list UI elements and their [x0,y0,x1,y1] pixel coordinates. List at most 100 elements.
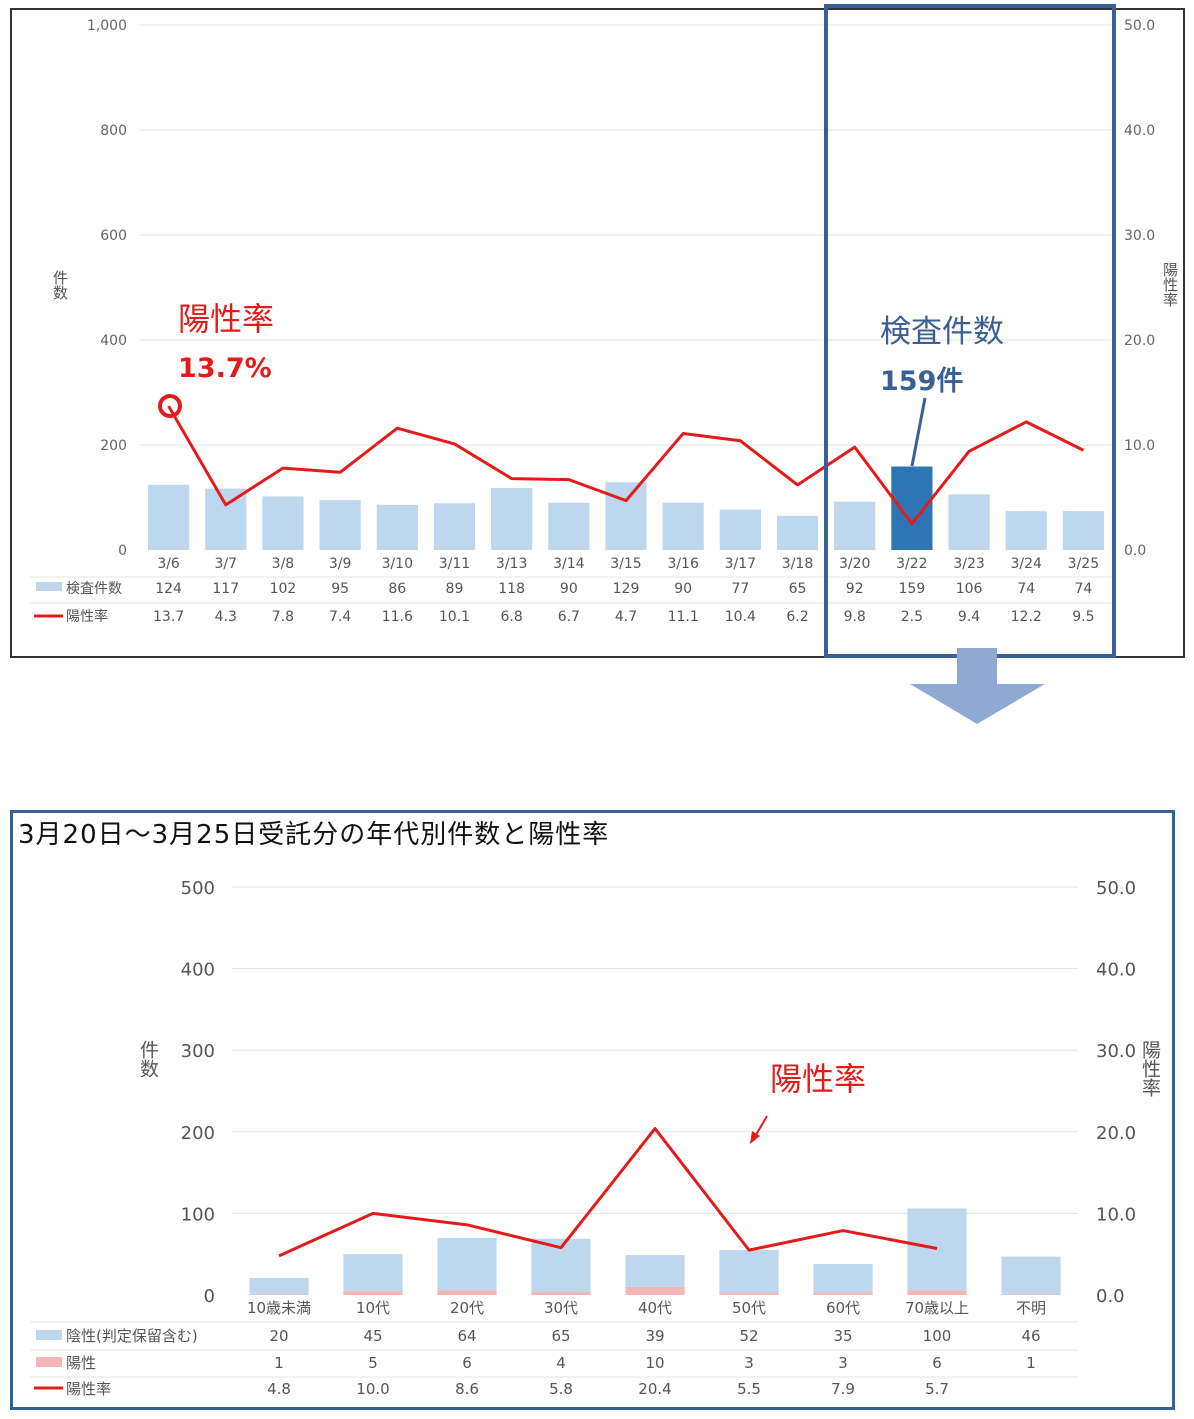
table-count-value: 102 [270,581,297,597]
y-right-tick: 40.0 [1124,123,1155,139]
table-count-value: 129 [613,581,640,597]
legend-line-label: 陽性率 [66,608,108,625]
annotation-count-label: 検査件数 [880,314,1004,350]
y-right-tick: 20.0 [1124,333,1155,349]
top-y-right-label: 陽性率 [1161,262,1179,307]
legend-line-label: 陽性率 [66,1380,111,1398]
x-tick-label: 3/22 [896,556,927,572]
bar [491,488,533,550]
y-right-tick: 10.0 [1124,438,1155,454]
bar [948,494,990,550]
table-negative-value: 52 [739,1327,758,1345]
table-positive-value: 6 [462,1354,472,1372]
table-count-value: 74 [1074,581,1092,597]
rate-line [278,1127,938,1258]
annotation-count-value: 159件 [880,366,963,397]
x-tick-label: 3/11 [439,556,470,572]
bottom-y-left-label: 件数 [137,1040,159,1078]
x-tick-label: 3/10 [382,556,413,572]
bar-negative [437,1237,497,1291]
table-rate-value: 7.8 [272,609,294,625]
table-rate-value: 9.5 [1072,609,1094,625]
y-left-tick: 400 [181,960,215,981]
table-rate-value: 4.3 [215,609,237,625]
table-count-value: 89 [446,581,464,597]
x-tick-label: 3/24 [1011,556,1043,572]
top-y-left-label: 件数 [51,270,69,300]
annotation-rate-label: 陽性率 [178,300,274,338]
table-negative-value: 20 [269,1327,288,1345]
x-tick-label: 30代 [544,1299,578,1317]
bottom-chart-frame [10,810,1175,1410]
bar [1062,511,1104,550]
y-right-tick: 50.0 [1096,878,1136,899]
bar [433,503,476,550]
table-count-value: 86 [388,581,406,597]
x-tick-label: 3/20 [839,556,870,572]
table-count-value: 77 [731,581,749,597]
x-tick-label: 3/18 [782,556,813,572]
table-positive-value: 4 [556,1354,566,1372]
down-arrow-icon [910,648,1045,724]
y-left-tick: 300 [181,1041,215,1062]
table-count-value: 118 [498,581,525,597]
x-tick-label: 3/8 [272,556,295,572]
bar [834,501,876,550]
x-tick-label: 3/17 [725,556,756,572]
bar [719,509,761,550]
table-rate-value: 6.7 [558,609,580,625]
table-count-value: 90 [674,581,692,597]
bar [776,515,819,550]
bar [662,502,704,550]
legend-positive-label: 陽性 [66,1354,96,1372]
x-tick-label: 3/6 [157,556,180,572]
y-left-tick: 0 [204,1286,215,1307]
table-rate-value: 6.8 [501,609,523,625]
table-negative-value: 65 [551,1327,570,1345]
top-chart: 1,000 800 600 400 200 0 50.0 40.0 30.0 20.0 10.0 0… [30,18,1179,625]
table-rate-value: 9.4 [958,609,980,625]
table-rate-value: 20.4 [638,1380,671,1398]
y-right-tick: 30.0 [1096,1041,1136,1062]
y-right-tick: 50.0 [1124,18,1155,34]
y-right-tick: 40.0 [1096,960,1136,981]
table-rate-value: 11.1 [668,609,699,625]
table-rate-value: 10.1 [439,609,470,625]
bar [605,482,647,550]
x-tick-label: 50代 [732,1299,766,1317]
x-tick-label: 3/25 [1068,556,1099,572]
bottom-annotation-arrowhead [750,1131,760,1144]
x-tick-label: 40代 [638,1299,672,1317]
rate-line [167,405,1085,526]
x-tick-label: 3/13 [496,556,527,572]
bar-positive [907,1290,967,1295]
table-positive-value: 6 [932,1354,942,1372]
table-positive-value: 1 [1026,1354,1036,1372]
y-left-tick: 400 [100,333,127,349]
bar-positive [719,1292,779,1295]
y-left-tick: 200 [181,1123,215,1144]
table-rate-value: 4.8 [267,1380,291,1398]
y-left-tick: 500 [181,878,215,899]
x-tick-label: 70歳以上 [905,1299,969,1317]
x-tick-label: 20代 [450,1299,484,1317]
x-tick-label: 3/15 [610,556,641,572]
table-count-value: 92 [846,581,864,597]
bottom-chart-title: 3月20日～3月25日受託分の年代別件数と陽性率 [18,820,610,850]
y-left-tick: 1,000 [87,18,127,34]
bar-positive [625,1286,685,1295]
legend-negative-label: 陰性(判定保留含む) [66,1327,198,1345]
table-rate-value: 5.8 [549,1380,573,1398]
table-rate-value: 7.4 [329,609,351,625]
table-rate-value: 4.7 [615,609,637,625]
x-tick-label: 3/16 [667,556,699,572]
bar-positive [813,1292,873,1295]
x-tick-label: 3/9 [329,556,352,572]
annotation-count-pointer [910,397,927,467]
table-count-value: 65 [789,581,807,597]
x-tick-label: 60代 [826,1299,860,1317]
legend-bar-swatch [36,582,62,591]
y-right-tick: 20.0 [1096,1123,1136,1144]
table-rate-value: 10.0 [356,1380,389,1398]
